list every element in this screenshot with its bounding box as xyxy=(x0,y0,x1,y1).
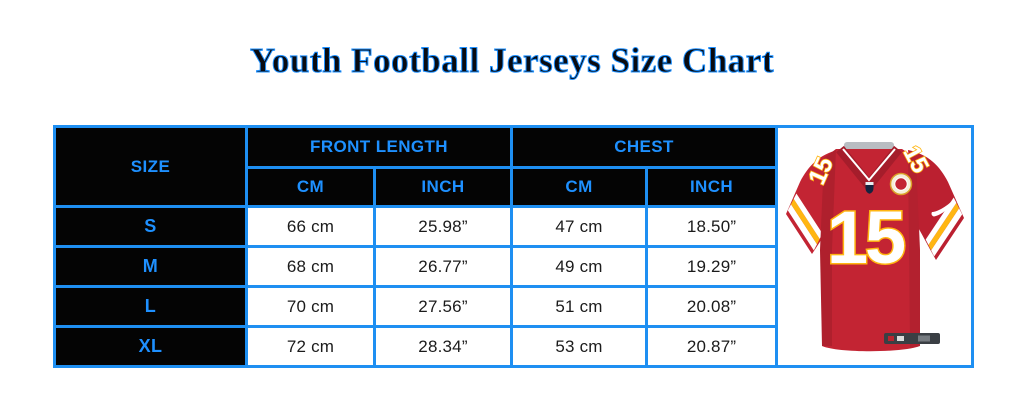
value-cell: 47 cm xyxy=(510,205,649,248)
header-chest-cm: CM xyxy=(510,166,649,208)
header-chest: CHEST xyxy=(510,125,779,169)
jock-tag xyxy=(883,332,940,344)
value-cell: 20.08” xyxy=(645,285,779,328)
jersey-right-sleeve xyxy=(907,149,964,260)
jersey-shading xyxy=(907,153,920,348)
table-row-l: L 70 cm 27.56” 51 cm 20.08” xyxy=(53,285,973,328)
size-cell: L xyxy=(53,285,248,328)
jersey-image: 15 15 15 xyxy=(785,140,964,351)
size-chart-container: SIZE FRONT LENGTH CHEST xyxy=(53,125,975,368)
value-cell: 70 cm xyxy=(245,285,376,328)
value-cell: 49 cm xyxy=(510,245,649,288)
jersey-chest-number: 15 xyxy=(826,196,904,279)
value-cell: 28.34” xyxy=(372,325,514,368)
nfl-shield-icon xyxy=(865,181,874,194)
header-chest-inch: INCH xyxy=(645,166,779,208)
value-cell: 66 cm xyxy=(245,205,376,248)
value-cell: 26.77” xyxy=(372,245,514,288)
value-cell: 27.56” xyxy=(372,285,514,328)
table-row-m: M 68 cm 26.77” 49 cm 19.29” xyxy=(53,245,973,288)
size-cell: S xyxy=(53,205,248,248)
page-title: Youth Football Jerseys Size Chart xyxy=(250,41,774,80)
value-cell: 51 cm xyxy=(510,285,649,328)
value-cell: 53 cm xyxy=(510,325,649,368)
value-cell: 18.50” xyxy=(645,205,779,248)
header-front-length: FRONT LENGTH xyxy=(244,125,514,169)
jersey-image-cell: 15 15 15 xyxy=(775,125,975,368)
header-size: SIZE xyxy=(53,125,248,208)
value-cell: 19.29” xyxy=(645,245,779,288)
table-row-s: S 66 cm 25.98” 47 cm 18.50” xyxy=(53,205,973,248)
jersey-inner-collar xyxy=(843,141,894,150)
jersey-torso xyxy=(819,148,920,351)
sleeve-stripes xyxy=(925,197,962,256)
size-cell: XL xyxy=(53,325,248,368)
unit-header-row: CM INCH CM INCH xyxy=(55,166,973,208)
team-patch-icon xyxy=(889,172,912,195)
header-front-length-cm: CM xyxy=(245,166,376,208)
table-row-xl: XL 72 cm 28.34” 53 cm 20.87” xyxy=(53,325,973,368)
value-cell: 25.98” xyxy=(372,205,514,248)
jersey-shading xyxy=(819,148,836,346)
swoosh-icon xyxy=(931,199,953,216)
value-cell: 20.87” xyxy=(645,325,779,368)
value-cell: 72 cm xyxy=(245,325,376,368)
size-chart-table: SIZE FRONT LENGTH CHEST xyxy=(53,125,975,368)
sleeve-stripes xyxy=(787,193,822,250)
size-cell: M xyxy=(53,245,248,288)
header-group-row: SIZE FRONT LENGTH CHEST xyxy=(53,125,975,368)
value-cell: 68 cm xyxy=(245,245,376,288)
header-front-length-inch: INCH xyxy=(372,166,514,208)
